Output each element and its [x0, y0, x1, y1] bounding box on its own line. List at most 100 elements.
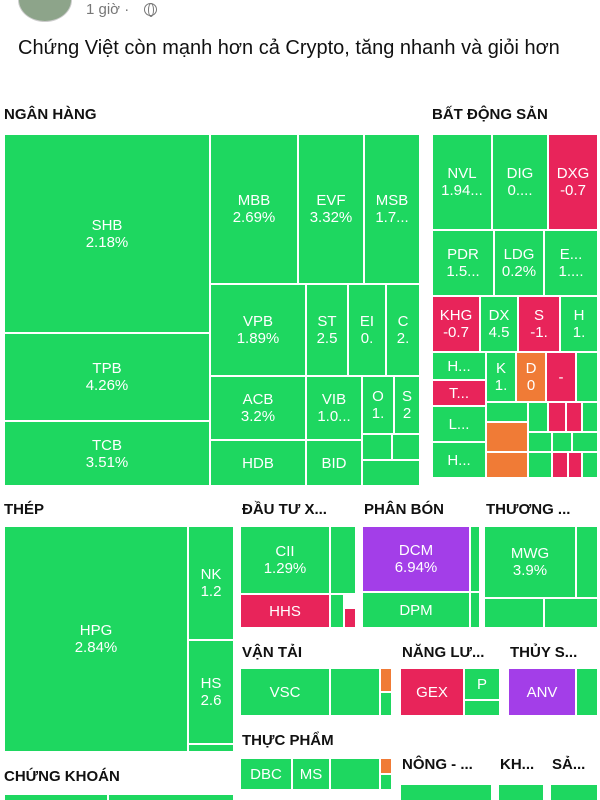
tile-s-re[interactable]: S -1. [518, 296, 560, 352]
tile-tcb[interactable]: TCB 3.51% [4, 421, 210, 486]
tile-e[interactable]: E... 1.... [544, 230, 598, 296]
tile-pdr[interactable]: PDR 1.5... [432, 230, 494, 296]
tile-vsc[interactable]: VSC [240, 668, 330, 716]
tile-small[interactable] [550, 784, 598, 800]
globe-icon [144, 3, 157, 17]
tile-small[interactable] [544, 598, 598, 628]
tile-small[interactable] [330, 526, 356, 594]
tile-anv[interactable]: ANV [508, 668, 576, 716]
tile-small[interactable] [344, 608, 356, 628]
tile-small[interactable] [528, 402, 548, 432]
tile-cii[interactable]: CII 1.29% [240, 526, 330, 594]
tile-small[interactable] [528, 452, 552, 478]
tile-small[interactable] [548, 402, 566, 432]
tile-small[interactable] [568, 452, 582, 478]
tile-shb[interactable]: SHB 2.18% [4, 134, 210, 333]
tile-dig[interactable]: DIG 0.... [492, 134, 548, 230]
tile-small[interactable] [380, 774, 392, 790]
sector-construction-label: ĐẦU TƯ X... [242, 501, 327, 518]
tile-gex[interactable]: GEX [400, 668, 464, 716]
sector-steel-label: THÉP [4, 501, 45, 518]
tile-small[interactable] [552, 432, 572, 452]
tile-ei[interactable]: EI 0. [348, 284, 386, 376]
tile-bid[interactable]: BID [306, 440, 362, 486]
tile-small[interactable] [400, 784, 492, 800]
tile-small[interactable] [380, 758, 392, 774]
tile-hdb[interactable]: HDB [210, 440, 306, 486]
tile-small[interactable] [552, 452, 568, 478]
tile-evf[interactable]: EVF 3.32% [298, 134, 364, 284]
tile-k[interactable]: K 1. [486, 352, 516, 402]
tile-dpm[interactable]: DPM [362, 592, 470, 628]
tile-small[interactable] [362, 434, 392, 460]
tile-small[interactable] [572, 432, 598, 452]
tile-small[interactable] [582, 402, 598, 432]
tile-l[interactable]: L... [432, 406, 486, 442]
tile-hhs[interactable]: HHS [240, 594, 330, 628]
tile-h3[interactable]: H... [432, 442, 486, 478]
tile-vib[interactable]: VIB 1.0... [306, 376, 362, 440]
tile-dbc[interactable]: DBC [240, 758, 292, 790]
tile-small[interactable] [380, 668, 392, 692]
tile-small[interactable] [576, 526, 598, 598]
tile-hpg[interactable]: HPG 2.84% [4, 526, 188, 752]
tile-dcm[interactable]: DCM 6.94% [362, 526, 470, 592]
tile-nvl[interactable]: NVL 1.94... [432, 134, 492, 230]
tile-small[interactable] [330, 668, 380, 716]
tile-p[interactable]: P [464, 668, 500, 700]
tile-small[interactable] [362, 460, 420, 486]
tile-msb[interactable]: MSB 1.7... [364, 134, 420, 284]
tile-vpb[interactable]: VPB 1.89% [210, 284, 306, 376]
tile-dxg[interactable]: DXG -0.7 [548, 134, 598, 230]
tile-t[interactable]: T... [432, 380, 486, 406]
sector-food-label: THỰC PHẨM [242, 732, 334, 749]
tile-small[interactable] [498, 784, 544, 800]
tile-h2[interactable]: H... [432, 352, 486, 380]
tile-hs[interactable]: HS 2.6 [188, 640, 234, 744]
tile-h[interactable]: H 1. [560, 296, 598, 352]
tile-small[interactable] [582, 452, 598, 478]
tile-small[interactable] [188, 744, 234, 752]
sector-energy-label: NĂNG LƯ... [402, 644, 485, 661]
tile-small[interactable] [576, 352, 598, 402]
tile-small[interactable] [380, 692, 392, 716]
tile-small[interactable] [464, 700, 500, 716]
tile-khg[interactable]: KHG -0.7 [432, 296, 480, 352]
tile-small[interactable] [108, 794, 234, 800]
tile-ldg[interactable]: LDG 0.2% [494, 230, 544, 296]
tile-small[interactable] [330, 758, 380, 790]
sector-fertilizer-label: PHÂN BÓN [364, 501, 445, 518]
sector-sa-label: SẢ... [552, 756, 586, 773]
heatmap: NGÂN HÀNG SHB 2.18% TPB 4.26% TCB 3.51% MBB… [0, 98, 600, 800]
tile-c[interactable]: C 2. [386, 284, 420, 376]
tile-small[interactable] [330, 594, 344, 628]
tile-small[interactable] [392, 434, 420, 460]
avatar[interactable] [18, 0, 72, 22]
tile-small[interactable] [528, 432, 552, 452]
tile-acb[interactable]: ACB 3.2% [210, 376, 306, 440]
tile-ms[interactable]: MS [292, 758, 330, 790]
tile-st[interactable]: ST 2.5 [306, 284, 348, 376]
tile-small[interactable] [4, 794, 108, 800]
tile-small[interactable] [576, 668, 598, 716]
tile-dx[interactable]: DX 4.5 [480, 296, 518, 352]
tile-small[interactable] [486, 452, 528, 478]
tile-small[interactable] [486, 402, 528, 422]
tile-small[interactable] [486, 422, 528, 452]
tile-o[interactable]: O 1. [362, 376, 394, 434]
post-time[interactable]: 1 giờ · [86, 1, 130, 18]
tile-tpb[interactable]: TPB 4.26% [4, 333, 210, 421]
sector-agri-label: NÔNG - ... [402, 756, 473, 773]
sector-realestate-label: BẤT ĐỘNG SẢN [432, 106, 548, 123]
tile-small[interactable] [470, 526, 480, 592]
post-text: Chứng Việt còn mạnh hơn cả Crypto, tăng … [18, 37, 560, 59]
tile-dash[interactable]: - [546, 352, 576, 402]
tile-small[interactable] [566, 402, 582, 432]
tile-mwg[interactable]: MWG 3.9% [484, 526, 576, 598]
tile-nk[interactable]: NK 1.2 [188, 526, 234, 640]
tile-small[interactable] [470, 592, 480, 628]
tile-mbb[interactable]: MBB 2.69% [210, 134, 298, 284]
tile-small[interactable] [484, 598, 544, 628]
